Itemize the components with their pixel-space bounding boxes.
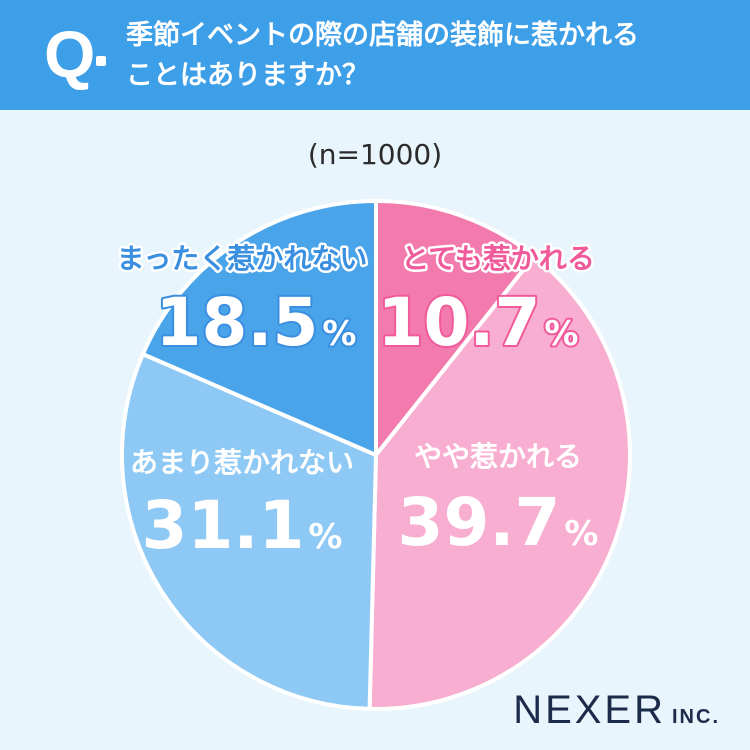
pie-slice-1	[374, 199, 537, 457]
slice-value-number-4: 18.5	[156, 284, 319, 361]
question-header: Q 季節イベントの際の店舗の装飾に惹かれる ことはありますか？	[0, 0, 750, 110]
q-label: Q	[44, 17, 96, 91]
slice-value-unit-1: %	[544, 314, 578, 354]
pie-slice-2	[367, 254, 632, 711]
brand-suffix: INC.	[672, 706, 720, 728]
brand-name: NEXER	[513, 688, 666, 732]
question-text: 季節イベントの際の店舗の装飾に惹かれる ことはありますか？	[126, 16, 639, 96]
question-line-1: 季節イベントの際の店舗の装飾に惹かれる	[126, 20, 639, 51]
slice-value-1: 10.7%	[378, 284, 579, 361]
slice-value-2: 39.7%	[398, 484, 599, 561]
slice-value-number-1: 10.7	[378, 284, 541, 361]
slice-label-2: やや惹かれる	[414, 440, 582, 473]
slice-label-1: とても惹かれる	[401, 242, 595, 275]
slice-value-3: 31.1%	[142, 487, 343, 564]
sample-size-label: (n=1000)	[307, 138, 443, 171]
slice-label-3: あまり惹かれない	[130, 446, 354, 479]
slice-label-4: まったく惹かれない	[117, 242, 368, 275]
q-dot	[96, 56, 106, 66]
slice-value-unit-3: %	[308, 517, 342, 557]
slice-value-number-3: 31.1	[142, 487, 305, 564]
pie-slice-4	[140, 199, 378, 457]
question-line-2: ことはありますか？	[126, 60, 369, 91]
brand-logo: NEXER INC.	[513, 688, 720, 733]
slice-value-unit-2: %	[564, 514, 598, 554]
slice-value-number-2: 39.7	[398, 484, 561, 561]
slice-value-unit-4: %	[322, 314, 356, 354]
slice-value-4: 18.5%	[156, 284, 357, 361]
pie-slice-3	[120, 352, 378, 711]
